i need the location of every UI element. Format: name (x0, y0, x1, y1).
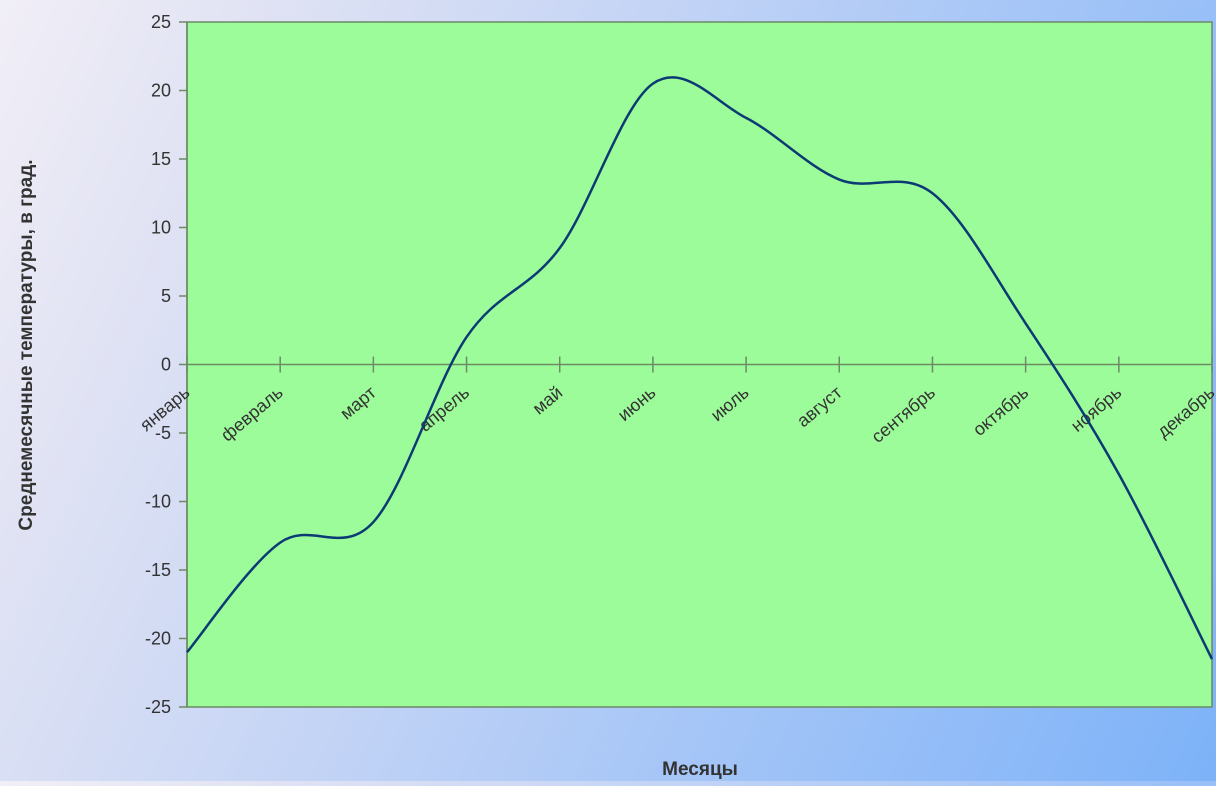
y-tick-label: 20 (151, 81, 171, 101)
y-tick-label: -15 (145, 560, 171, 580)
y-tick-label: -20 (145, 629, 171, 649)
y-tick-label: -25 (145, 697, 171, 717)
x-axis-title: Месяцы (662, 759, 738, 780)
y-axis-ticks: 25 20 15 10 5 0 -5 -10 -15 -20 -25 (145, 12, 187, 717)
y-tick-label: 10 (151, 218, 171, 238)
y-axis-title: Среднемесячные температуры, в град. (16, 159, 37, 530)
y-tick-label: 25 (151, 12, 171, 32)
y-tick-label: 0 (161, 355, 171, 375)
y-tick-label: 15 (151, 149, 171, 169)
y-tick-label: -5 (155, 423, 171, 443)
series-line (186, 76, 1214, 660)
y-tick-label: -10 (145, 492, 171, 512)
y-tick-label: 5 (161, 286, 171, 306)
